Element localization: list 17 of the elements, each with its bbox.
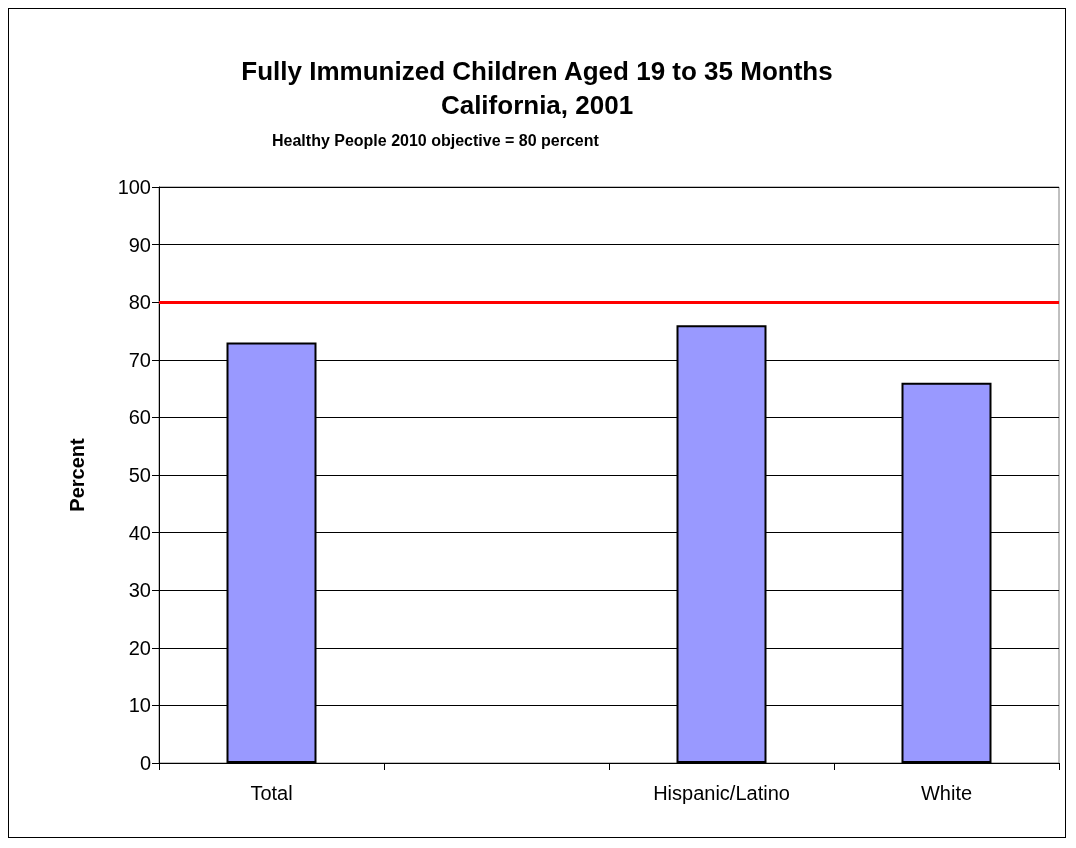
y-tick-label: 10 — [128, 694, 151, 717]
y-tick-label: 30 — [128, 579, 151, 602]
x-tick-label: Hispanic/Latino — [653, 782, 790, 804]
y-tick-label: 20 — [128, 636, 151, 659]
y-tick-label: 60 — [128, 406, 151, 429]
y-tick-label: 80 — [128, 291, 151, 314]
y-tick-label: 0 — [139, 752, 151, 774]
y-tick-label: 40 — [128, 521, 151, 544]
y-tick-label: 70 — [128, 348, 151, 371]
chart-subtitle: Healthy People 2010 objective = 80 percent — [272, 131, 600, 149]
y-axis-title: Percent — [66, 437, 88, 512]
chart-title: Fully Immunized Children Aged 19 to 35 Months California, 2001 — [241, 56, 833, 120]
y-tick-label: 90 — [128, 233, 151, 256]
x-tick-label: White — [920, 782, 973, 804]
y-tick-label: 50 — [128, 464, 151, 486]
y-tick-label: 100 — [117, 176, 151, 198]
x-tick-label: Total — [250, 782, 293, 804]
